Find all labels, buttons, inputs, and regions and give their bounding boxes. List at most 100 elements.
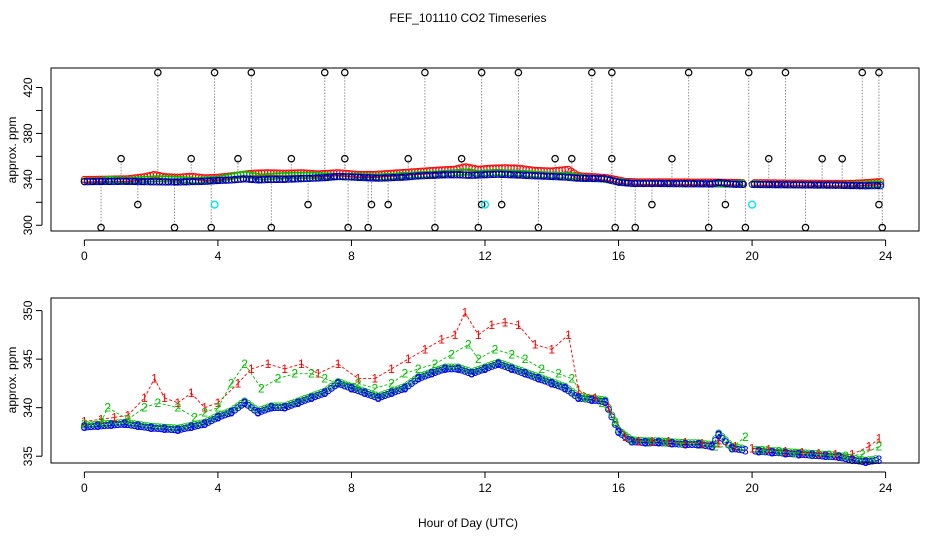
control-baseline-point bbox=[640, 180, 647, 187]
top-y-axis-label: approx. ppm bbox=[5, 117, 19, 184]
series-3-segment bbox=[538, 378, 552, 384]
series-1-segment bbox=[852, 446, 870, 455]
series-1-segment bbox=[594, 397, 609, 409]
baseline-circle-point bbox=[504, 364, 512, 372]
baseline-circle-point bbox=[438, 364, 446, 372]
series-1-segment bbox=[237, 368, 252, 384]
baseline-circle-point bbox=[488, 361, 496, 368]
series-3-segment bbox=[458, 368, 472, 375]
series-2-segment bbox=[261, 378, 279, 389]
baseline-circle-point bbox=[301, 395, 309, 402]
baseline-circle-point bbox=[431, 367, 439, 374]
series-2-segment bbox=[100, 407, 109, 423]
baseline-circle-point bbox=[648, 437, 656, 445]
control-sample-point bbox=[134, 200, 142, 209]
baseline-circle-point bbox=[127, 421, 135, 429]
control-baseline-point bbox=[206, 177, 213, 185]
baseline-circle-point bbox=[364, 390, 372, 398]
control-sample-point bbox=[344, 223, 352, 232]
series-1-segment bbox=[868, 438, 880, 447]
baseline-circle-point bbox=[291, 398, 299, 406]
control-baseline-point bbox=[464, 171, 472, 179]
baseline-circle-point bbox=[788, 450, 796, 458]
control-baseline-point bbox=[615, 178, 622, 186]
series-2-segment bbox=[84, 421, 102, 425]
control-baseline-point bbox=[314, 174, 322, 182]
baseline-circle-point bbox=[187, 421, 195, 429]
control-baseline-point bbox=[214, 177, 222, 184]
control-baseline-point bbox=[815, 181, 823, 189]
series-1-segment bbox=[84, 418, 102, 422]
series-3-segment bbox=[111, 423, 125, 426]
series-1-segment bbox=[144, 378, 155, 399]
series-2-segment bbox=[762, 449, 779, 452]
series-2-segment bbox=[845, 453, 863, 457]
baseline-circle-point bbox=[214, 412, 222, 419]
series-1-marker: 1 bbox=[732, 440, 739, 454]
baseline-circle-point bbox=[347, 384, 355, 392]
series-3-segment bbox=[812, 454, 826, 457]
series-3-segment bbox=[698, 444, 713, 447]
series-2-segment bbox=[715, 446, 733, 448]
control-sample-point bbox=[668, 154, 676, 163]
series-1-segment bbox=[551, 334, 569, 350]
control-sample-point bbox=[684, 68, 693, 77]
baseline-circle-point bbox=[468, 368, 476, 376]
top-sample-point bbox=[735, 180, 744, 188]
control-sample-point bbox=[648, 200, 656, 209]
baseline-circle-point bbox=[378, 391, 385, 399]
baseline-circle-point bbox=[641, 437, 649, 445]
series-2-segment bbox=[558, 373, 572, 379]
control-baseline-point bbox=[289, 175, 297, 183]
series-2-segment bbox=[177, 407, 195, 418]
series-1-segment bbox=[407, 349, 426, 360]
control-sample-point bbox=[551, 154, 559, 163]
control-sample-point bbox=[117, 154, 125, 163]
control-baseline-point bbox=[348, 173, 355, 181]
baseline-circle-point bbox=[688, 439, 696, 447]
top-x-tick-label: 8 bbox=[348, 249, 355, 263]
baseline-circle-point bbox=[107, 419, 115, 427]
baseline-circle-point bbox=[274, 404, 282, 412]
series-1-segment bbox=[568, 334, 579, 391]
series-2-segment bbox=[194, 412, 205, 418]
control-sample-point bbox=[514, 68, 523, 77]
baseline-circle-point bbox=[474, 365, 482, 373]
series-3-segment bbox=[484, 363, 499, 370]
baseline-circle-point bbox=[828, 453, 836, 461]
baseline-circle-point bbox=[521, 370, 529, 378]
baseline-circle-point bbox=[117, 419, 125, 426]
control-baseline-point bbox=[272, 175, 280, 183]
baseline-circle-point bbox=[735, 445, 743, 453]
control-baseline-point bbox=[631, 179, 639, 187]
series-3-segment bbox=[257, 407, 272, 413]
top-x-tick-label: 0 bbox=[81, 249, 88, 263]
series-3-segment bbox=[772, 451, 786, 454]
control-sample-point bbox=[497, 200, 506, 209]
control-baseline-point bbox=[857, 182, 864, 190]
baseline-circle-point bbox=[191, 421, 198, 428]
baseline-circle-point bbox=[484, 362, 492, 370]
series-3-segment bbox=[865, 459, 880, 463]
baseline-circle-point bbox=[304, 393, 312, 401]
baseline-circle-point bbox=[461, 367, 469, 375]
bottom-plot-frame bbox=[50, 297, 920, 464]
control-baseline-point bbox=[431, 171, 439, 179]
baseline-circle-point bbox=[177, 423, 185, 431]
series-3-segment bbox=[671, 443, 686, 446]
baseline-circle-point bbox=[224, 408, 232, 416]
series-1-segment bbox=[464, 312, 479, 336]
baseline-circle-point bbox=[534, 375, 542, 383]
series-2-segment bbox=[144, 402, 158, 409]
baseline-circle-point bbox=[274, 402, 282, 410]
calibration-point bbox=[747, 200, 757, 209]
baseline-circle-point bbox=[558, 383, 566, 391]
baseline-circle-point bbox=[114, 419, 122, 427]
series-3-segment bbox=[578, 397, 592, 401]
chart-title: FEF_101110 CO2 Timeseries bbox=[390, 11, 547, 25]
series-3-segment bbox=[164, 428, 178, 431]
series-3-segment bbox=[378, 392, 392, 399]
series-2-segment bbox=[358, 382, 375, 389]
series-1-segment bbox=[454, 312, 466, 336]
series-3-segment bbox=[852, 459, 866, 463]
